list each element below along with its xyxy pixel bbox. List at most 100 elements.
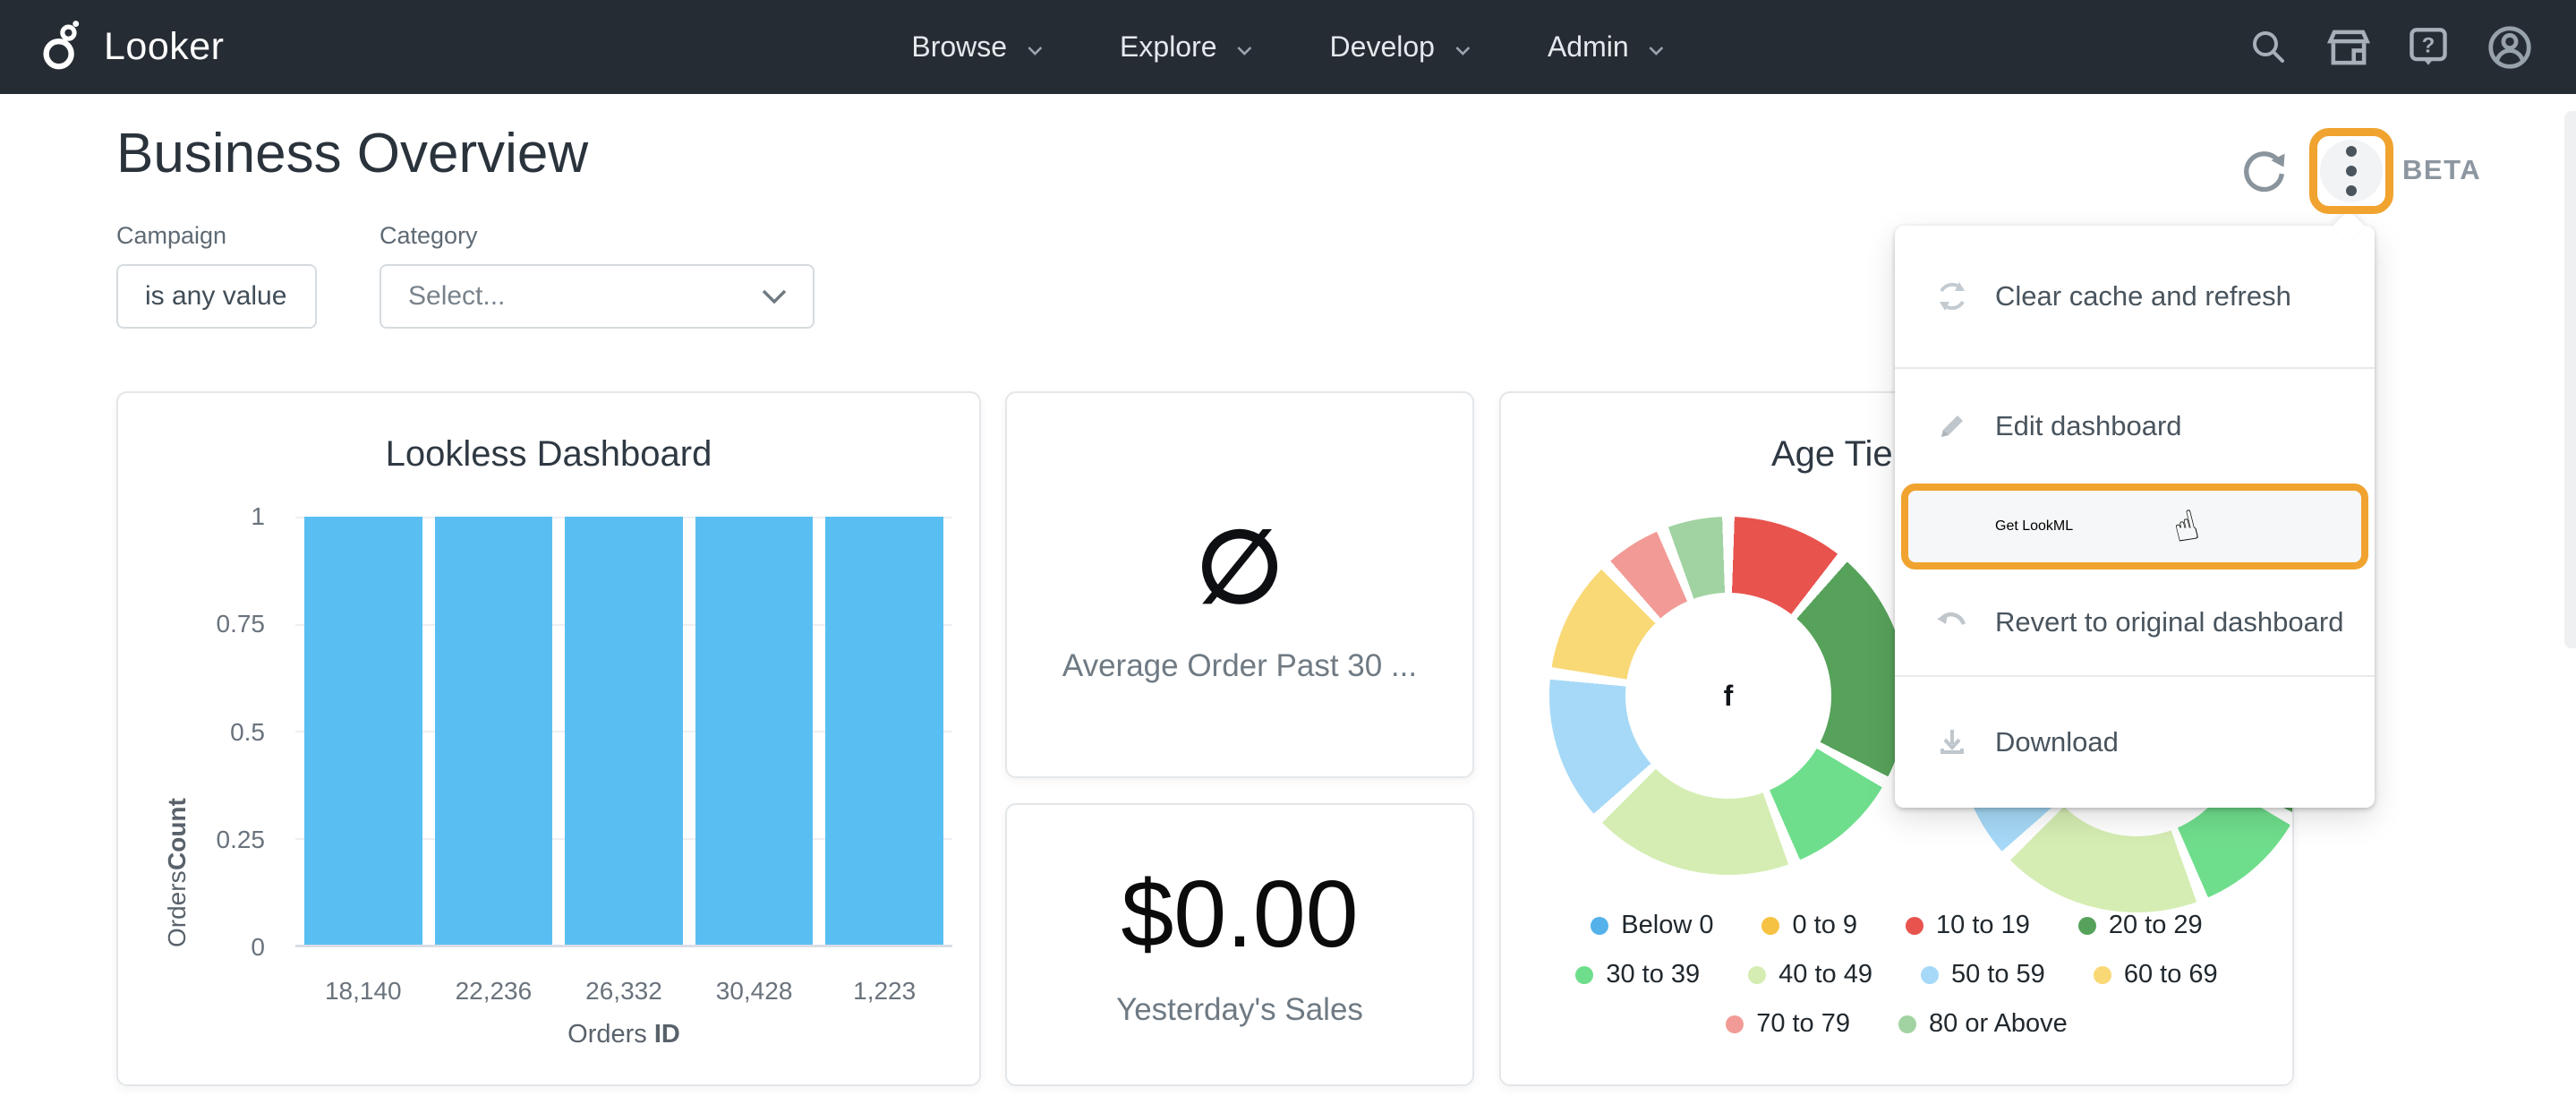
- menu-item-label: Edit dashboard: [1995, 410, 2182, 441]
- filter-label: Campaign: [116, 222, 227, 249]
- chart-title: Lookless Dashboard: [385, 434, 712, 474]
- campaign-filter-value[interactable]: is any value: [116, 264, 317, 329]
- null-value-symbol: ∅: [1196, 511, 1284, 623]
- menu-item-download[interactable]: Download: [1895, 677, 2375, 808]
- legend-item[interactable]: Below 0: [1591, 911, 1713, 940]
- brand-name: Looker: [104, 25, 225, 68]
- nav-item-browse[interactable]: Browse: [911, 30, 1043, 64]
- legend-dot: [1575, 965, 1594, 984]
- legend-dot: [1591, 916, 1609, 935]
- nav-item-develop[interactable]: Develop: [1330, 30, 1471, 64]
- search-icon[interactable]: [2248, 27, 2290, 68]
- cursor-hand-icon: ☝: [2168, 500, 2205, 553]
- menu-item-label: Get LookML: [1995, 518, 2074, 534]
- legend-label: 0 to 9: [1792, 911, 1858, 939]
- dashboard-actions-menu-button[interactable]: [2309, 128, 2393, 214]
- help-icon[interactable]: ?: [2408, 26, 2449, 69]
- chevron-down-icon: [1027, 30, 1043, 64]
- legend-label: 10 to 19: [1936, 911, 2030, 939]
- legend-item[interactable]: 80 or Above: [1898, 1009, 2068, 1039]
- legend-item[interactable]: 60 to 69: [2093, 960, 2218, 989]
- legend-item[interactable]: 10 to 19: [1906, 911, 2030, 940]
- filter-category: Category Select...: [380, 222, 815, 329]
- bar: [695, 517, 814, 945]
- y-tick-label: 1: [251, 502, 265, 530]
- y-tick-label: 0: [251, 933, 265, 961]
- legend-item[interactable]: 40 to 49: [1748, 960, 1872, 989]
- menu-item-revert-dashboard[interactable]: Revert to original dashboard: [1895, 569, 2375, 675]
- legend-label: 80 or Above: [1929, 1009, 2068, 1038]
- legend-dot: [1761, 916, 1780, 935]
- x-tick-label: 22,236: [455, 977, 533, 1005]
- legend-row: Below 0 0 to 9 10 to 19 20 to 29: [1501, 911, 2292, 940]
- single-value-label: Average Order Past 30 ...: [1062, 648, 1418, 683]
- filter-value-text: is any value: [145, 281, 287, 311]
- legend-label: 40 to 49: [1778, 960, 1872, 989]
- y-tick-label: 0.5: [230, 717, 265, 746]
- filter-label: Category: [380, 222, 478, 249]
- nav-item-admin[interactable]: Admin: [1548, 30, 1665, 64]
- legend-item[interactable]: 50 to 59: [1921, 960, 2045, 989]
- top-nav: Looker Browse Explore Develop Admin: [0, 0, 2576, 94]
- nav-item-label: Develop: [1329, 30, 1435, 63]
- marketplace-icon[interactable]: [2327, 27, 2370, 68]
- y-tick-label: 0.75: [216, 610, 266, 638]
- donut-center-label: f: [1723, 679, 1734, 712]
- legend-label: 70 to 79: [1756, 1009, 1851, 1038]
- chart-title: Age Tie: [1771, 434, 1893, 474]
- chevron-down-icon: [1454, 30, 1471, 64]
- legend-dot: [1906, 916, 1924, 935]
- looker-logo-icon: [41, 20, 88, 74]
- donut-legend: Below 0 0 to 9 10 to 19 20 to 29 30 to 39 40 …: [1501, 911, 2292, 1039]
- legend-item[interactable]: 30 to 39: [1575, 960, 1700, 989]
- category-filter-select[interactable]: Select...: [380, 264, 815, 329]
- tile-yesterdays-sales: $0.00 Yesterday's Sales: [1005, 803, 1474, 1086]
- chevron-down-icon: [761, 281, 788, 312]
- menu-item-clear-cache[interactable]: Clear cache and refresh: [1895, 226, 2375, 367]
- select-placeholder: Select...: [408, 281, 506, 311]
- legend-item[interactable]: 70 to 79: [1726, 1009, 1850, 1039]
- tile-lookless-dashboard: Lookless Dashboard Orders Count 0 0.25 0.5…: [116, 391, 981, 1086]
- menu-item-label: Clear cache and refresh: [1995, 280, 2291, 312]
- legend-row: 30 to 39 40 to 49 50 to 59 60 to 69: [1501, 960, 2292, 989]
- legend-item[interactable]: 20 to 29: [2077, 911, 2203, 940]
- looker-brand[interactable]: Looker: [41, 0, 224, 94]
- nav-item-explore[interactable]: Explore: [1120, 30, 1253, 64]
- donut-hole: f: [1625, 593, 1831, 799]
- refresh-dashboard-icon[interactable]: [2238, 145, 2291, 199]
- bar: [434, 517, 553, 945]
- scrollbar-thumb[interactable]: [2564, 111, 2576, 648]
- account-icon[interactable]: [2486, 24, 2533, 71]
- dashboard-actions-menu: Clear cache and refresh Edit dashboard G…: [1895, 210, 2375, 808]
- legend-dot: [1898, 1015, 1917, 1033]
- menu-divider: [1895, 675, 2375, 677]
- nav-item-label: Browse: [911, 30, 1008, 63]
- menu-item-edit-dashboard[interactable]: Edit dashboard: [1895, 369, 2375, 484]
- single-value-amount: $0.00: [1121, 861, 1359, 967]
- pencil-icon: [1934, 408, 1970, 444]
- x-axis-label-bold: ID: [653, 1020, 680, 1049]
- legend-label: 30 to 39: [1606, 960, 1701, 989]
- legend-label: 20 to 29: [2108, 911, 2203, 939]
- menu-item-get-lookml[interactable]: Get LookML ☝: [1901, 484, 2368, 569]
- bar-chart-plot: [295, 517, 952, 947]
- undo-icon: [1934, 604, 1970, 640]
- legend-row: 70 to 79 80 or Above: [1501, 1009, 2292, 1039]
- legend-dot: [1748, 965, 1767, 984]
- y-tick-label: 0.25: [216, 825, 266, 853]
- main-nav: Browse Explore Develop Admin: [911, 0, 1664, 94]
- x-tick-label: 30,428: [715, 977, 793, 1005]
- bar: [304, 517, 422, 945]
- legend-item[interactable]: 0 to 9: [1761, 911, 1857, 940]
- bar: [565, 517, 683, 945]
- x-axis-label: Orders ID: [295, 1020, 952, 1049]
- page-title: Business Overview: [116, 123, 589, 184]
- tile-average-order: ∅ Average Order Past 30 ...: [1005, 391, 1474, 778]
- legend-dot: [2093, 965, 2111, 984]
- menu-item-label: Revert to original dashboard: [1995, 606, 2344, 638]
- single-value-label: Yesterday's Sales: [1116, 992, 1363, 1027]
- beta-badge: BETA: [2402, 154, 2482, 185]
- svg-text:?: ?: [2422, 33, 2435, 57]
- x-tick-label: 18,140: [324, 977, 402, 1005]
